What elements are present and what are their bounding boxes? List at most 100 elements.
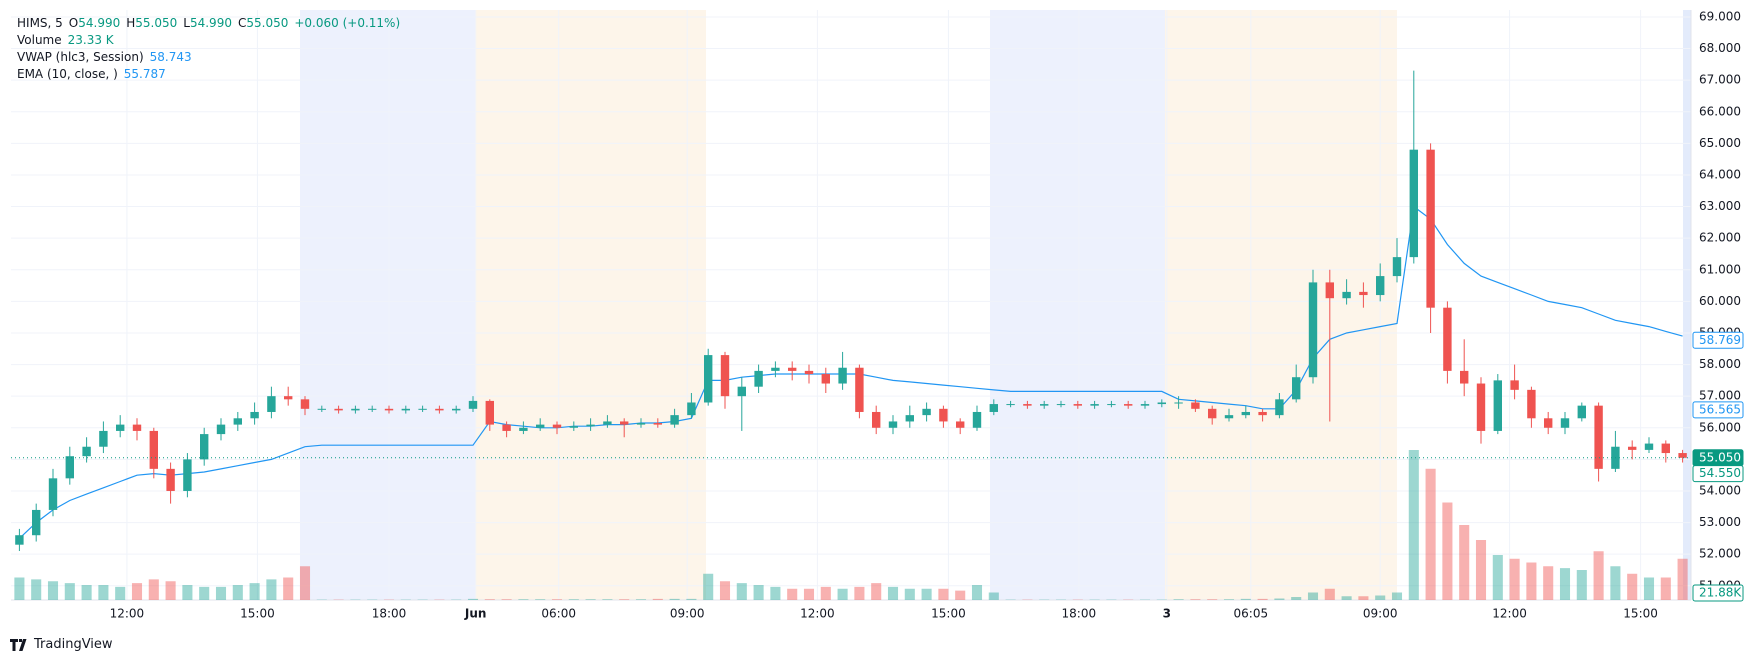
candle-body xyxy=(284,396,293,400)
ohlc-value: 55.050 xyxy=(246,16,289,30)
volume-bar xyxy=(501,599,512,600)
candle-body xyxy=(888,421,898,428)
volume-bar xyxy=(14,577,25,600)
volume-bar xyxy=(1677,558,1688,600)
y-tick-label: 56.000 xyxy=(1699,420,1741,434)
candle-body xyxy=(804,370,814,375)
volume-bar xyxy=(283,577,294,600)
indicator-name: Volume xyxy=(17,33,62,47)
price-label: 54.550 xyxy=(1699,466,1741,480)
volume-bar xyxy=(1375,595,1386,600)
indicator-name: VWAP (hlc3, Session) xyxy=(17,50,144,64)
volume-bar xyxy=(215,586,227,600)
candle-body xyxy=(1174,402,1183,404)
ohlc-value: 55.050 xyxy=(135,16,178,30)
candle-body xyxy=(200,434,209,460)
ohlc-value: 54.990 xyxy=(189,16,232,30)
volume-bar xyxy=(1257,598,1268,600)
volume-bar xyxy=(535,599,546,600)
y-tick-label: 65.000 xyxy=(1699,136,1741,150)
y-tick-label: 68.000 xyxy=(1699,41,1741,55)
volume-bar xyxy=(182,585,193,600)
y-tick-label: 53.000 xyxy=(1699,515,1741,529)
y-tick-label: 60.000 xyxy=(1699,294,1741,308)
candle-body xyxy=(1628,446,1637,450)
volume-bar xyxy=(115,586,126,600)
volume-bar xyxy=(988,592,999,600)
volume-bar xyxy=(232,585,243,600)
price-label: 55.050 xyxy=(1699,450,1741,464)
candle-body xyxy=(15,535,24,545)
candle-body xyxy=(872,411,881,428)
volume-bar xyxy=(1358,596,1369,600)
volume-bar xyxy=(299,566,311,600)
candle-body xyxy=(1258,411,1267,416)
candle-body xyxy=(771,367,780,371)
x-tick-label: 3 xyxy=(1163,607,1171,621)
candle-body xyxy=(401,408,410,411)
x-tick-label: 15:00 xyxy=(931,607,966,621)
candle-body xyxy=(1644,443,1654,450)
candle-body xyxy=(1308,282,1318,378)
volume-bar xyxy=(955,590,966,600)
candle-body xyxy=(855,367,864,412)
volume-bar xyxy=(1307,592,1319,600)
x-tick-label: 06:05 xyxy=(1234,607,1269,621)
candle-body xyxy=(351,408,360,411)
candle-body xyxy=(1224,415,1234,419)
candle-body xyxy=(704,355,713,403)
candle-body xyxy=(452,408,461,411)
volume-bar xyxy=(467,598,479,600)
volume-bar xyxy=(1526,562,1537,600)
volume-bar xyxy=(1173,599,1184,600)
x-tick-label: 12:00 xyxy=(110,607,145,621)
logo xyxy=(10,638,27,651)
y-tick-label: 69.000 xyxy=(1699,9,1741,23)
y-tick-label: 62.000 xyxy=(1699,231,1741,245)
candle-body xyxy=(653,423,662,425)
volume-bar xyxy=(1442,502,1453,600)
x-tick-label: 06:00 xyxy=(541,607,576,621)
price-label-box xyxy=(1692,465,1744,483)
ohlc-key: O xyxy=(68,16,79,30)
candle-body xyxy=(1510,380,1519,390)
x-tick-label: Jun xyxy=(464,607,487,621)
candle-body xyxy=(1241,411,1250,416)
volume-bar xyxy=(1576,570,1587,600)
candle-body xyxy=(1460,370,1469,384)
volume-bar xyxy=(686,598,697,600)
candle-body xyxy=(603,421,612,425)
ohlc-value: 54.990 xyxy=(78,16,121,30)
post-market-band xyxy=(990,10,1165,600)
candle-body xyxy=(636,423,646,425)
x-tick-label: 09:00 xyxy=(1363,607,1398,621)
volume-bar xyxy=(1324,588,1335,600)
volume-label: 21.88K xyxy=(1699,586,1742,600)
price-label: 58.769 xyxy=(1699,333,1741,347)
candle-body xyxy=(1325,282,1334,299)
candle-body xyxy=(65,456,74,479)
price-label-box xyxy=(1692,331,1744,349)
legend-row: Volume 23.33 K xyxy=(17,32,400,49)
y-tick-label: 66.000 xyxy=(1699,104,1741,118)
candle-body xyxy=(116,424,125,431)
candle-body xyxy=(586,424,595,427)
candle-body xyxy=(1493,380,1502,431)
candle-body xyxy=(1023,404,1032,406)
symbol: HIMS, 5 xyxy=(17,16,63,30)
candle-body xyxy=(1426,149,1435,308)
candle-body xyxy=(939,408,948,422)
volume-bar xyxy=(1274,598,1285,600)
volume-bar xyxy=(31,579,42,600)
candle-body xyxy=(788,367,797,371)
volume-bar xyxy=(753,585,764,600)
candle-body xyxy=(267,396,276,412)
candle-body xyxy=(418,408,427,410)
candle-body xyxy=(435,408,444,411)
candle-body xyxy=(1191,402,1200,409)
candle-body xyxy=(737,386,746,397)
volume-bar xyxy=(1475,540,1487,600)
brand-name: TradingView xyxy=(34,637,113,652)
candle-body xyxy=(250,411,259,419)
volume-bar xyxy=(1291,597,1302,600)
